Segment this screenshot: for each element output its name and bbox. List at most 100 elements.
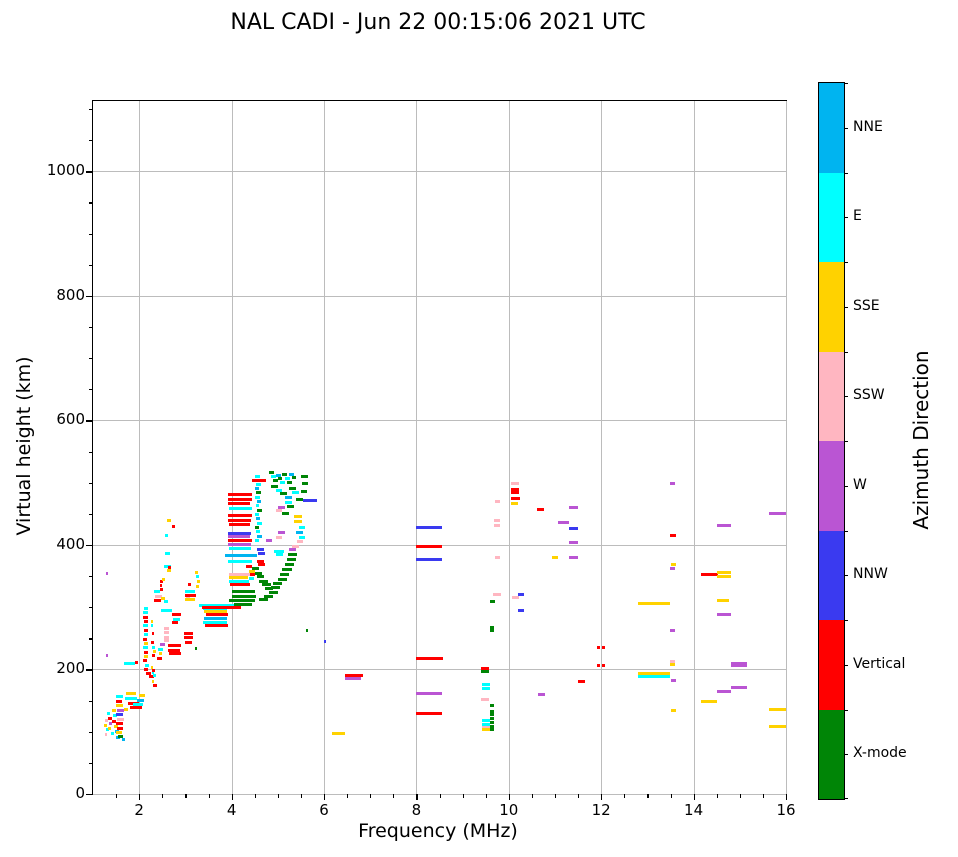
data-mark-V <box>159 583 163 587</box>
data-mark-W <box>568 506 579 510</box>
data-mark-V <box>187 582 191 586</box>
data-mark-SSW <box>163 626 170 630</box>
data-mark-X <box>261 583 271 587</box>
data-mark-E <box>105 728 110 732</box>
data-mark-V <box>171 621 179 625</box>
data-mark-E <box>125 697 138 701</box>
data-mark-V <box>416 545 442 549</box>
data-mark-V <box>116 726 123 730</box>
y-major-tick <box>86 794 92 796</box>
y-minor-tick <box>88 700 92 702</box>
data-mark-E <box>143 633 149 637</box>
data-mark-E <box>110 732 114 736</box>
x-minor-tick <box>393 794 395 798</box>
colorbar-boundary-tick <box>844 798 848 800</box>
data-mark-V <box>156 656 163 660</box>
data-mark-E <box>482 686 491 690</box>
y-tick-label: 600 <box>56 410 85 429</box>
x-minor-tick <box>531 794 534 798</box>
data-mark-V <box>116 699 123 703</box>
x-major-tick <box>324 794 326 800</box>
data-mark-W <box>568 555 579 559</box>
data-mark-E <box>254 475 261 478</box>
data-mark-V <box>669 534 677 538</box>
data-mark-V <box>511 491 519 495</box>
data-mark-E <box>199 603 241 607</box>
data-mark-E <box>202 620 227 624</box>
data-mark-E <box>229 579 250 583</box>
colorbar-boundary-tick <box>844 351 848 353</box>
data-mark-SSE <box>143 654 148 658</box>
data-mark-SSW <box>163 639 170 643</box>
data-mark-V <box>146 672 152 676</box>
data-mark-W <box>109 722 113 726</box>
data-mark-W <box>227 542 251 546</box>
data-mark-E <box>152 645 155 649</box>
y-major-tick <box>86 420 92 422</box>
data-mark-X <box>273 478 278 482</box>
data-mark-NNE <box>256 499 262 503</box>
data-mark-X <box>259 598 269 602</box>
data-mark-SSW <box>104 733 108 737</box>
data-mark-SSE <box>185 598 195 602</box>
gridline-x <box>693 101 695 794</box>
data-mark-X <box>270 484 278 488</box>
data-mark-SSE <box>166 519 171 523</box>
data-mark-X <box>490 720 494 724</box>
x-minor-tick <box>555 794 557 798</box>
x-major-tick <box>508 794 510 800</box>
data-mark-X <box>264 587 274 590</box>
data-mark-E <box>257 521 262 525</box>
data-mark-SSE <box>139 694 145 698</box>
colorbar-category-label: E <box>853 208 862 225</box>
colorbar-center-tick <box>844 575 848 577</box>
data-mark-W <box>669 567 676 571</box>
gridline-x <box>786 101 787 794</box>
x-tick-label: 16 <box>776 801 796 819</box>
data-mark-X <box>287 557 297 561</box>
data-mark-V <box>171 524 176 528</box>
data-mark-E <box>291 491 299 495</box>
x-minor-tick <box>162 794 164 798</box>
data-mark-SSE <box>126 692 136 696</box>
colorbar-center-tick <box>844 127 848 129</box>
data-mark-V <box>536 508 545 511</box>
data-mark-SSE <box>151 679 155 683</box>
data-mark-V <box>416 711 442 715</box>
data-mark-SSW <box>511 595 519 599</box>
colorbar-boundary-tick <box>844 620 848 622</box>
data-mark-V <box>151 641 154 645</box>
data-mark-E <box>144 663 149 667</box>
data-mark-V <box>154 598 161 602</box>
gridline-y <box>93 295 786 297</box>
data-mark-X <box>229 598 255 602</box>
data-mark-X <box>287 504 294 508</box>
data-mark-SSW <box>494 499 501 503</box>
colorbar-segment-SSW <box>819 351 844 441</box>
data-mark-E <box>163 600 169 604</box>
data-mark-NNE <box>255 517 261 521</box>
x-minor-tick <box>439 794 441 798</box>
data-mark-SSE <box>511 501 518 505</box>
gridline-y <box>93 420 786 422</box>
gridline-x <box>324 101 325 794</box>
data-mark-SSW <box>275 509 283 513</box>
data-mark-NNE <box>224 554 257 557</box>
y-minor-tick <box>88 513 92 515</box>
data-mark-SSE <box>768 707 786 711</box>
data-mark-E <box>482 682 491 686</box>
data-mark-W <box>227 535 251 539</box>
data-mark-V <box>206 613 228 617</box>
x-minor-tick <box>670 794 672 798</box>
data-mark-NNW <box>116 713 123 717</box>
data-mark-SSE <box>294 515 302 519</box>
data-mark-E <box>157 648 164 651</box>
data-mark-SSE <box>116 730 123 734</box>
x-minor-tick <box>578 794 580 798</box>
data-mark-SSE <box>551 555 558 559</box>
data-mark-X <box>231 590 255 594</box>
data-mark-E <box>143 607 149 610</box>
data-mark-E <box>229 507 253 511</box>
data-mark-X <box>490 600 495 604</box>
x-major-tick <box>139 794 141 800</box>
